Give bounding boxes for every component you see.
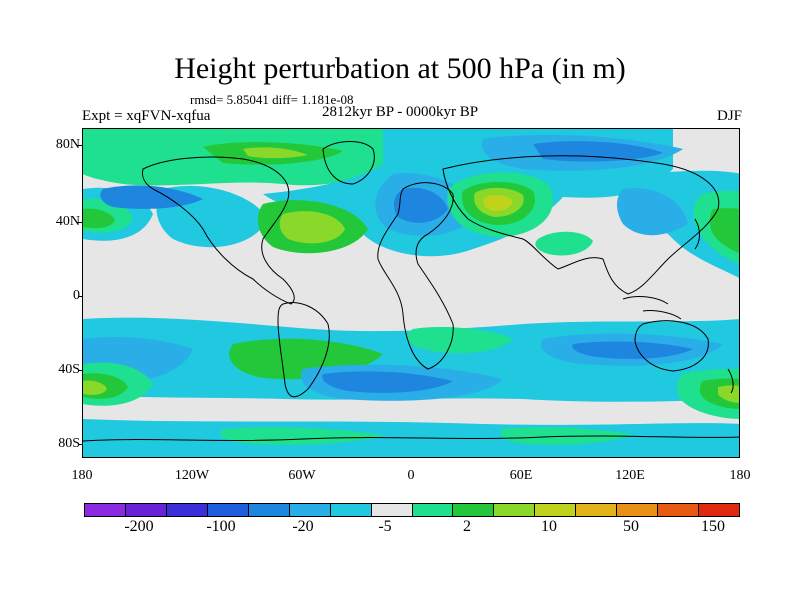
contour-southind-green [407, 327, 513, 354]
experiment-label: Expt = xqFVN-xqfua [82, 108, 211, 124]
lon-label-180w: 180 [71, 468, 93, 483]
colorbar-swatch [248, 504, 290, 516]
lon-label-120e: 120E [615, 468, 645, 483]
contour-eastasia-lightblue [617, 188, 688, 236]
colorbar-swatch [494, 504, 536, 516]
colorbar-label: -5 [378, 518, 392, 535]
contour-asia-yellow [483, 194, 513, 212]
contour-wpac-deepgreen [83, 208, 115, 229]
lon-label-60e: 60E [509, 468, 533, 483]
chart-title: Height perturbation at 500 hPa (in m) [174, 52, 626, 85]
contour-arctic-yellow [243, 147, 308, 159]
lat-label-40n: 40N [55, 214, 80, 229]
colorbar-label: 2 [463, 518, 471, 535]
colorbar-swatch [289, 504, 331, 516]
lon-label-0: 0 [407, 468, 415, 483]
contour-spac-yellow [83, 380, 107, 395]
coast-north-america [142, 156, 295, 305]
colorbar-label: -200 [124, 518, 154, 535]
contour-antarctic-cyan [83, 419, 739, 457]
colorbar-label: 10 [541, 518, 557, 535]
colorbar-swatch [166, 504, 208, 516]
coast-australia [634, 320, 709, 372]
contour-seast-yellow [718, 385, 739, 403]
lat-label-0: 0 [73, 288, 80, 303]
lon-label-180e: 180 [729, 468, 751, 483]
colorbar-swatch [85, 504, 126, 516]
lat-label-80s: 80S [58, 436, 80, 451]
colorbar-swatch [207, 504, 249, 516]
colorbar-swatch [412, 504, 454, 516]
colorbar-swatch [453, 504, 495, 516]
lat-tick-80n [78, 145, 82, 146]
period-label: 2812kyr BP - 0000kyr BP [322, 104, 479, 120]
contour-natl-blue [393, 187, 448, 223]
colorbar-swatch [617, 504, 659, 516]
colorbar-swatch [535, 504, 577, 516]
colorbar-swatch [576, 504, 618, 516]
colorbar-label: 150 [701, 518, 725, 535]
contour-npac-deepgreen [709, 208, 739, 254]
colorbar-swatch [699, 504, 739, 516]
colorbar-label: -100 [206, 518, 236, 535]
contour-siberia-blue [533, 141, 663, 162]
contour-npac-blue [100, 185, 203, 209]
coast-japan [694, 218, 700, 250]
map-plot [82, 128, 740, 458]
contour-india-green [535, 231, 593, 256]
lat-tick-40s [78, 370, 82, 371]
lat-tick-0 [78, 296, 82, 297]
colorbar-swatch [658, 504, 700, 516]
colorbar-swatch [371, 504, 413, 516]
lon-label-120w: 120W [174, 468, 210, 483]
season-label: DJF [716, 108, 742, 124]
lat-label-40s: 40S [58, 362, 80, 377]
colorbar-swatch [330, 504, 372, 516]
coastlines [83, 141, 739, 442]
coast-greenland [322, 141, 375, 185]
contour-map [83, 129, 739, 457]
colorbar-label: -20 [292, 518, 314, 535]
contour-southpac-blue [572, 341, 693, 359]
lat-tick-40n [78, 222, 82, 223]
rmsd-stats: rmsd= 5.85041 diff= 1.181e-08 [190, 92, 354, 107]
coast-south-america [277, 302, 330, 398]
coast-antarctica [83, 435, 739, 442]
coast-maritime [622, 296, 682, 320]
colorbar-swatch [125, 504, 167, 516]
coast-africa-europe [377, 182, 454, 370]
coast-new-zealand [727, 368, 734, 394]
contour-atl-yellowgreen [279, 211, 345, 244]
lat-tick-80s [78, 444, 82, 445]
lat-label-80n: 80N [55, 137, 80, 152]
contour-southind-blue [322, 371, 453, 393]
coast-eurasia [442, 155, 720, 295]
colorbar [84, 503, 740, 517]
colorbar-label: 50 [623, 518, 639, 535]
lon-label-60w: 60W [288, 468, 316, 483]
